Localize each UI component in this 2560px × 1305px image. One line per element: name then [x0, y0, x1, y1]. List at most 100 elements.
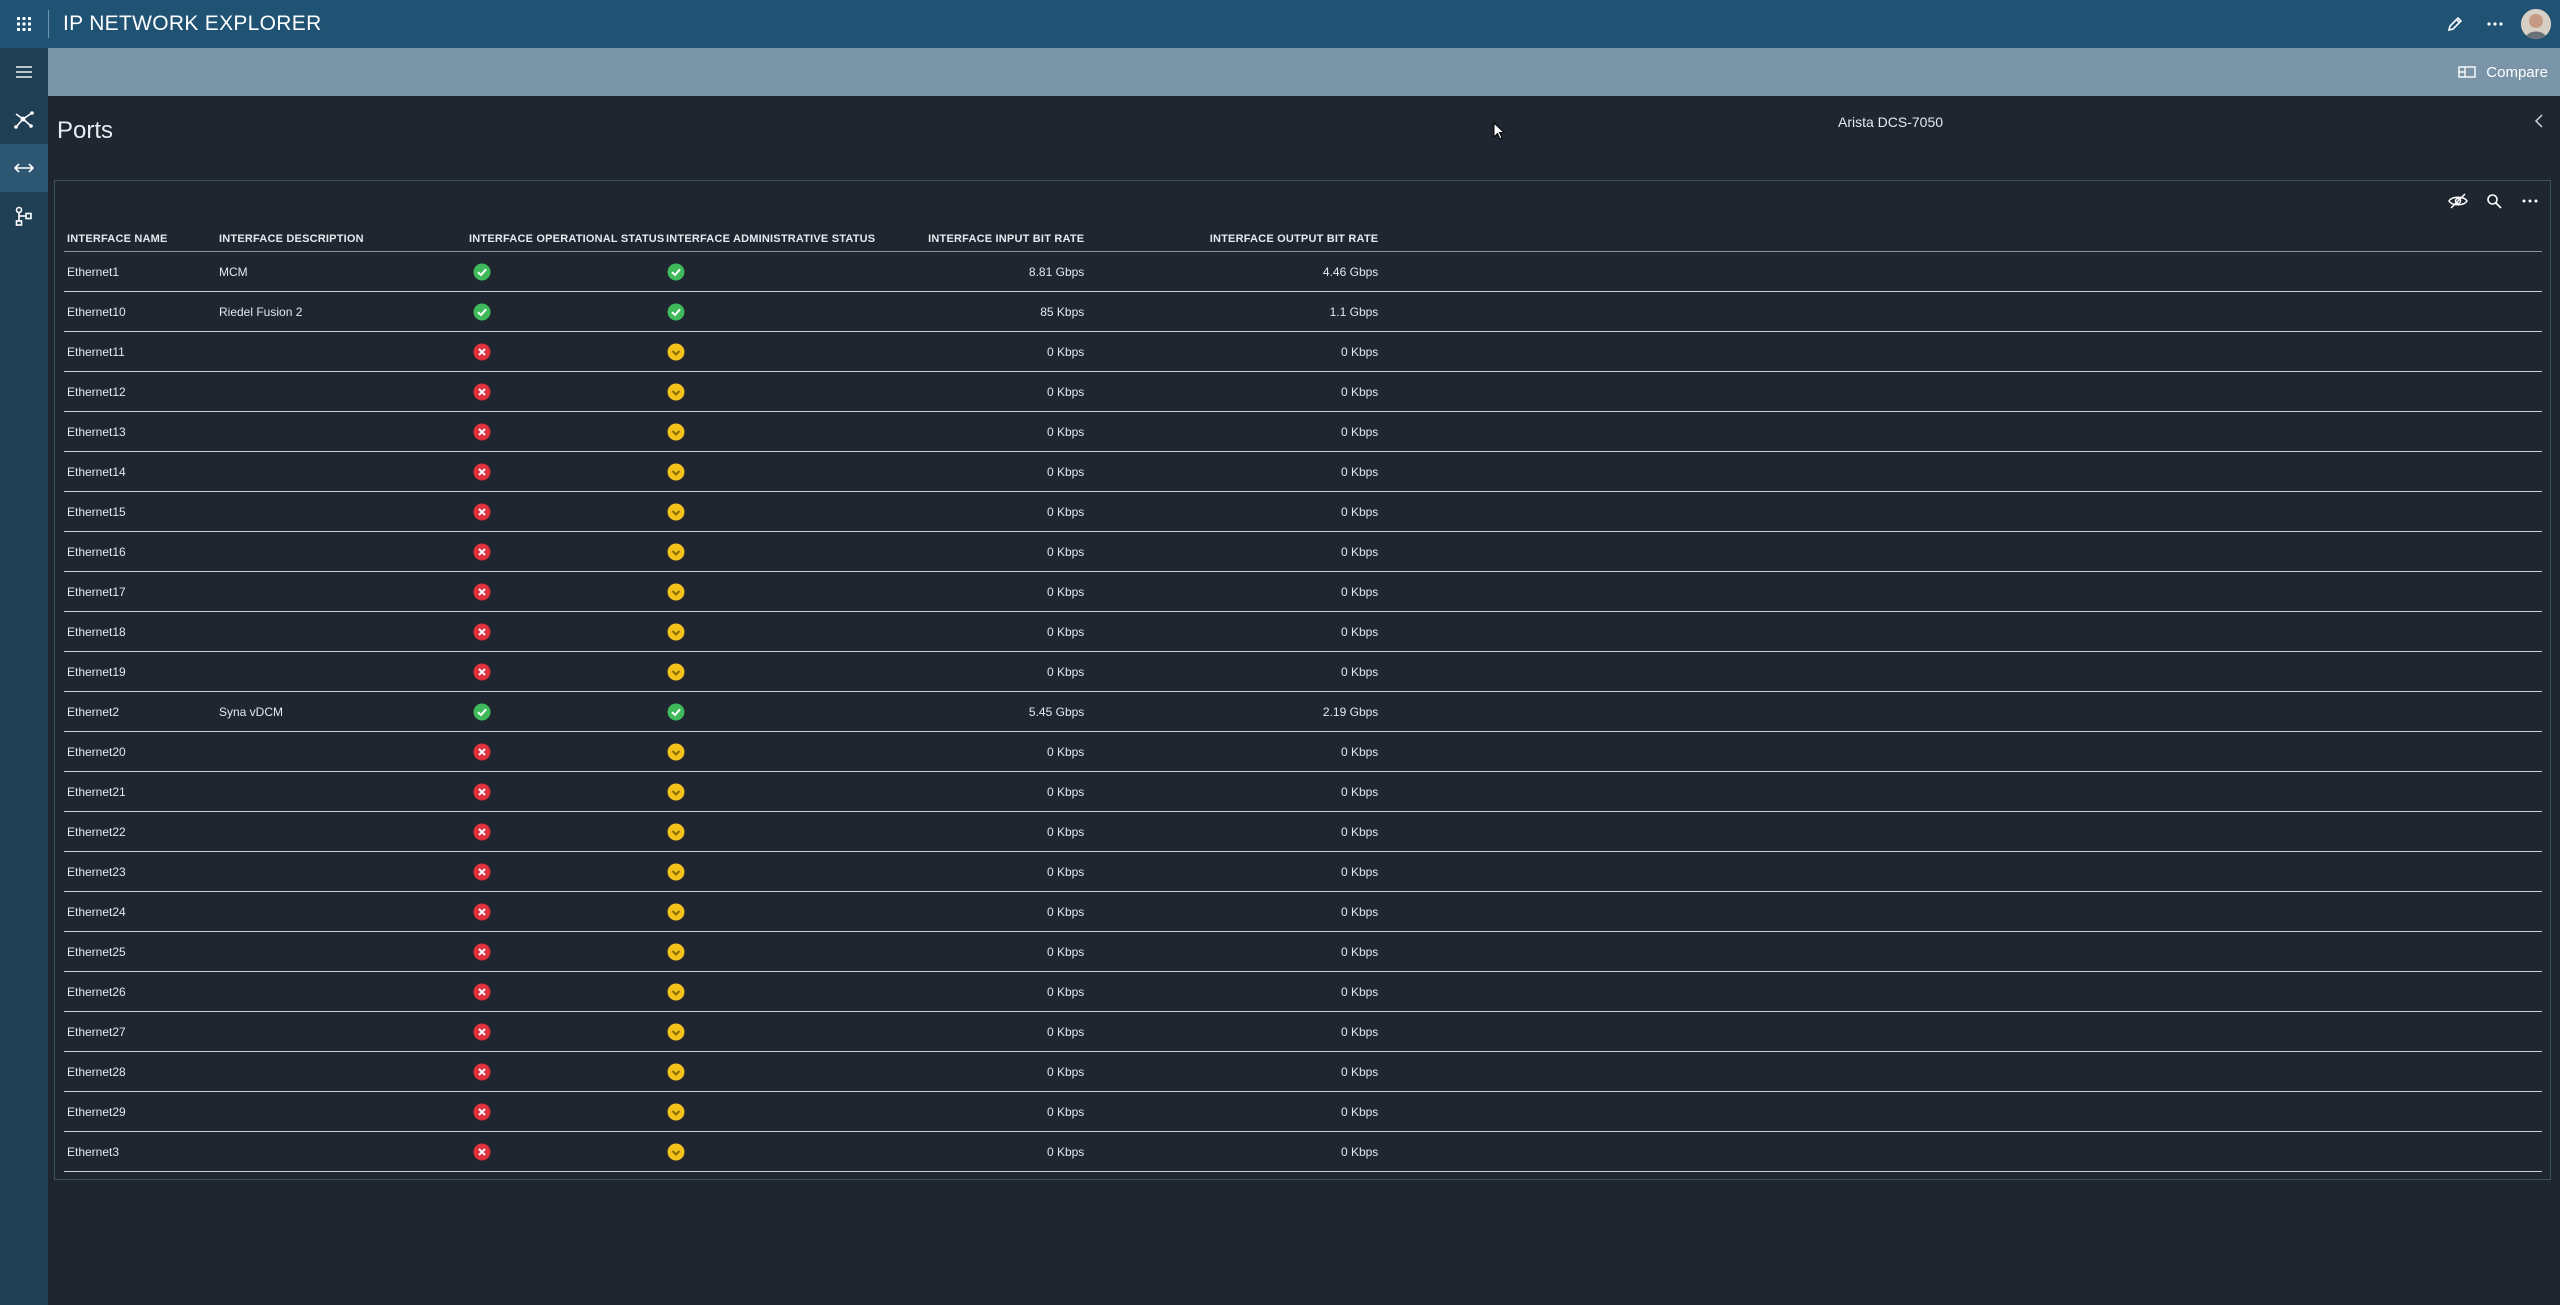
cell-interface-description: Syna vDCM: [219, 691, 469, 732]
cell-administrative-status: [666, 371, 876, 412]
cell-interface-description: MCM: [219, 251, 469, 292]
status-down-icon: [473, 783, 491, 800]
cell-output-bit-rate: 0 Kbps: [1084, 891, 1379, 932]
table-more-icon[interactable]: [2516, 187, 2544, 215]
table-row[interactable]: Ethernet1 MCM 8.81 Gbps 4.46 Gbps: [64, 251, 2542, 292]
cell-interface-name: Ethernet21: [64, 771, 219, 812]
table-row[interactable]: Ethernet29 0 Kbps 0 Kbps: [64, 1091, 2542, 1132]
more-icon[interactable]: [2477, 6, 2513, 42]
table-row[interactable]: Ethernet10 Riedel Fusion 2 85 Kbps 1.1 Gbps: [64, 291, 2542, 332]
cell-operational-status: [469, 811, 666, 852]
device-selector[interactable]: Arista DCS-7050: [1838, 108, 2544, 136]
compare-button[interactable]: Compare: [2458, 48, 2548, 96]
table-row[interactable]: Ethernet23 0 Kbps 0 Kbps: [64, 851, 2542, 892]
cell-administrative-status: [666, 691, 876, 732]
cell-filler: [1378, 331, 2542, 372]
cell-interface-description: [219, 611, 469, 652]
status-warning-icon: [667, 1103, 685, 1120]
table-row[interactable]: Ethernet27 0 Kbps 0 Kbps: [64, 1011, 2542, 1052]
device-name: Arista DCS-7050: [1838, 114, 1944, 130]
chevron-left-icon[interactable]: [2534, 113, 2544, 129]
cell-output-bit-rate: 0 Kbps: [1084, 731, 1379, 772]
search-icon[interactable]: [2480, 187, 2508, 215]
table-row[interactable]: Ethernet24 0 Kbps 0 Kbps: [64, 891, 2542, 932]
cell-filler: [1378, 1091, 2542, 1132]
table-row[interactable]: Ethernet12 0 Kbps 0 Kbps: [64, 371, 2542, 412]
table-row[interactable]: Ethernet2 Syna vDCM 5.45 Gbps 2.19 Gbps: [64, 691, 2542, 732]
cell-output-bit-rate: 0 Kbps: [1084, 1131, 1379, 1172]
status-down-icon: [473, 503, 491, 520]
status-warning-icon: [667, 743, 685, 760]
table-row[interactable]: Ethernet28 0 Kbps 0 Kbps: [64, 1051, 2542, 1092]
table-row[interactable]: Ethernet16 0 Kbps 0 Kbps: [64, 531, 2542, 572]
status-down-icon: [473, 1143, 491, 1160]
cell-input-bit-rate: 0 Kbps: [875, 731, 1085, 772]
cell-operational-status: [469, 851, 666, 892]
table-row[interactable]: Ethernet17 0 Kbps 0 Kbps: [64, 571, 2542, 612]
cell-operational-status: [469, 491, 666, 532]
avatar[interactable]: [2521, 9, 2551, 39]
cell-interface-description: [219, 651, 469, 692]
cell-administrative-status: [666, 971, 876, 1012]
cell-interface-description: [219, 491, 469, 532]
status-down-icon: [473, 743, 491, 760]
col-interface-description[interactable]: INTERFACE DESCRIPTION: [219, 227, 469, 252]
table-row[interactable]: Ethernet15 0 Kbps 0 Kbps: [64, 491, 2542, 532]
status-warning-icon: [667, 1023, 685, 1040]
app-title: IP NETWORK EXPLORER: [63, 12, 322, 35]
table-row[interactable]: Ethernet18 0 Kbps 0 Kbps: [64, 611, 2542, 652]
table-header-row: INTERFACE NAME INTERFACE DESCRIPTION INT…: [64, 227, 2542, 252]
cell-administrative-status: [666, 251, 876, 292]
cell-output-bit-rate: 0 Kbps: [1084, 411, 1379, 452]
table-row[interactable]: Ethernet21 0 Kbps 0 Kbps: [64, 771, 2542, 812]
cell-interface-name: Ethernet15: [64, 491, 219, 532]
status-warning-icon: [667, 383, 685, 400]
cell-output-bit-rate: 0 Kbps: [1084, 811, 1379, 852]
cell-interface-description: [219, 771, 469, 812]
cell-interface-name: Ethernet16: [64, 531, 219, 572]
cell-interface-name: Ethernet22: [64, 811, 219, 852]
cell-operational-status: [469, 451, 666, 492]
col-operational-status[interactable]: INTERFACE OPERATIONAL STATUS: [469, 227, 666, 252]
hierarchy-icon[interactable]: [0, 192, 48, 240]
table-row[interactable]: Ethernet11 0 Kbps 0 Kbps: [64, 331, 2542, 372]
status-warning-icon: [667, 343, 685, 360]
cell-filler: [1378, 611, 2542, 652]
cell-interface-name: Ethernet3: [64, 1131, 219, 1172]
hide-columns-icon[interactable]: [2444, 187, 2472, 215]
cell-input-bit-rate: 0 Kbps: [875, 451, 1085, 492]
cell-administrative-status: [666, 611, 876, 652]
table-row[interactable]: Ethernet19 0 Kbps 0 Kbps: [64, 651, 2542, 692]
cell-operational-status: [469, 1131, 666, 1172]
table-row[interactable]: Ethernet20 0 Kbps 0 Kbps: [64, 731, 2542, 772]
table-row[interactable]: Ethernet22 0 Kbps 0 Kbps: [64, 811, 2542, 852]
col-interface-name[interactable]: INTERFACE NAME: [64, 227, 219, 252]
mouse-cursor-icon: [1493, 122, 1505, 140]
table-row[interactable]: Ethernet26 0 Kbps 0 Kbps: [64, 971, 2542, 1012]
col-output-bit-rate[interactable]: INTERFACE OUTPUT BIT RATE: [1084, 227, 1379, 252]
table-row[interactable]: Ethernet3 0 Kbps 0 Kbps: [64, 1131, 2542, 1172]
col-administrative-status[interactable]: INTERFACE ADMINISTRATIVE STATUS: [666, 227, 876, 252]
cell-input-bit-rate: 0 Kbps: [875, 1131, 1085, 1172]
cell-administrative-status: [666, 411, 876, 452]
status-down-icon: [473, 1103, 491, 1120]
cell-input-bit-rate: 0 Kbps: [875, 611, 1085, 652]
table-row[interactable]: Ethernet14 0 Kbps 0 Kbps: [64, 451, 2542, 492]
edit-icon[interactable]: [2437, 6, 2473, 42]
cell-filler: [1378, 451, 2542, 492]
cell-output-bit-rate: 0 Kbps: [1084, 331, 1379, 372]
menu-icon[interactable]: [0, 48, 48, 96]
cell-output-bit-rate: 0 Kbps: [1084, 1091, 1379, 1132]
cell-interface-name: Ethernet23: [64, 851, 219, 892]
table-row[interactable]: Ethernet13 0 Kbps 0 Kbps: [64, 411, 2542, 452]
cell-operational-status: [469, 371, 666, 412]
cell-operational-status: [469, 571, 666, 612]
apps-icon[interactable]: [0, 0, 48, 48]
cell-input-bit-rate: 0 Kbps: [875, 331, 1085, 372]
status-down-icon: [473, 583, 491, 600]
cell-operational-status: [469, 971, 666, 1012]
table-row[interactable]: Ethernet25 0 Kbps 0 Kbps: [64, 931, 2542, 972]
col-input-bit-rate[interactable]: INTERFACE INPUT BIT RATE: [875, 227, 1085, 252]
ports-icon[interactable]: [0, 144, 48, 192]
topology-icon[interactable]: [0, 96, 48, 144]
